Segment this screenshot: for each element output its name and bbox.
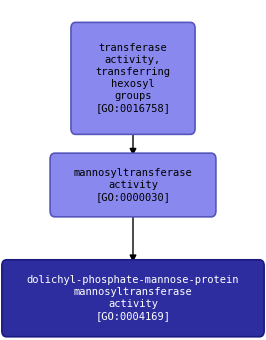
Text: mannosyltransferase
activity
[GO:0000030]: mannosyltransferase activity [GO:0000030… (74, 168, 192, 202)
FancyBboxPatch shape (2, 260, 264, 337)
Text: transferase
activity,
transferring
hexosyl
groups
[GO:0016758]: transferase activity, transferring hexos… (95, 44, 171, 113)
Text: dolichyl-phosphate-mannose-protein
mannosyltransferase
activity
[GO:0004169]: dolichyl-phosphate-mannose-protein manno… (27, 275, 239, 321)
FancyBboxPatch shape (50, 153, 216, 217)
FancyBboxPatch shape (71, 22, 195, 134)
